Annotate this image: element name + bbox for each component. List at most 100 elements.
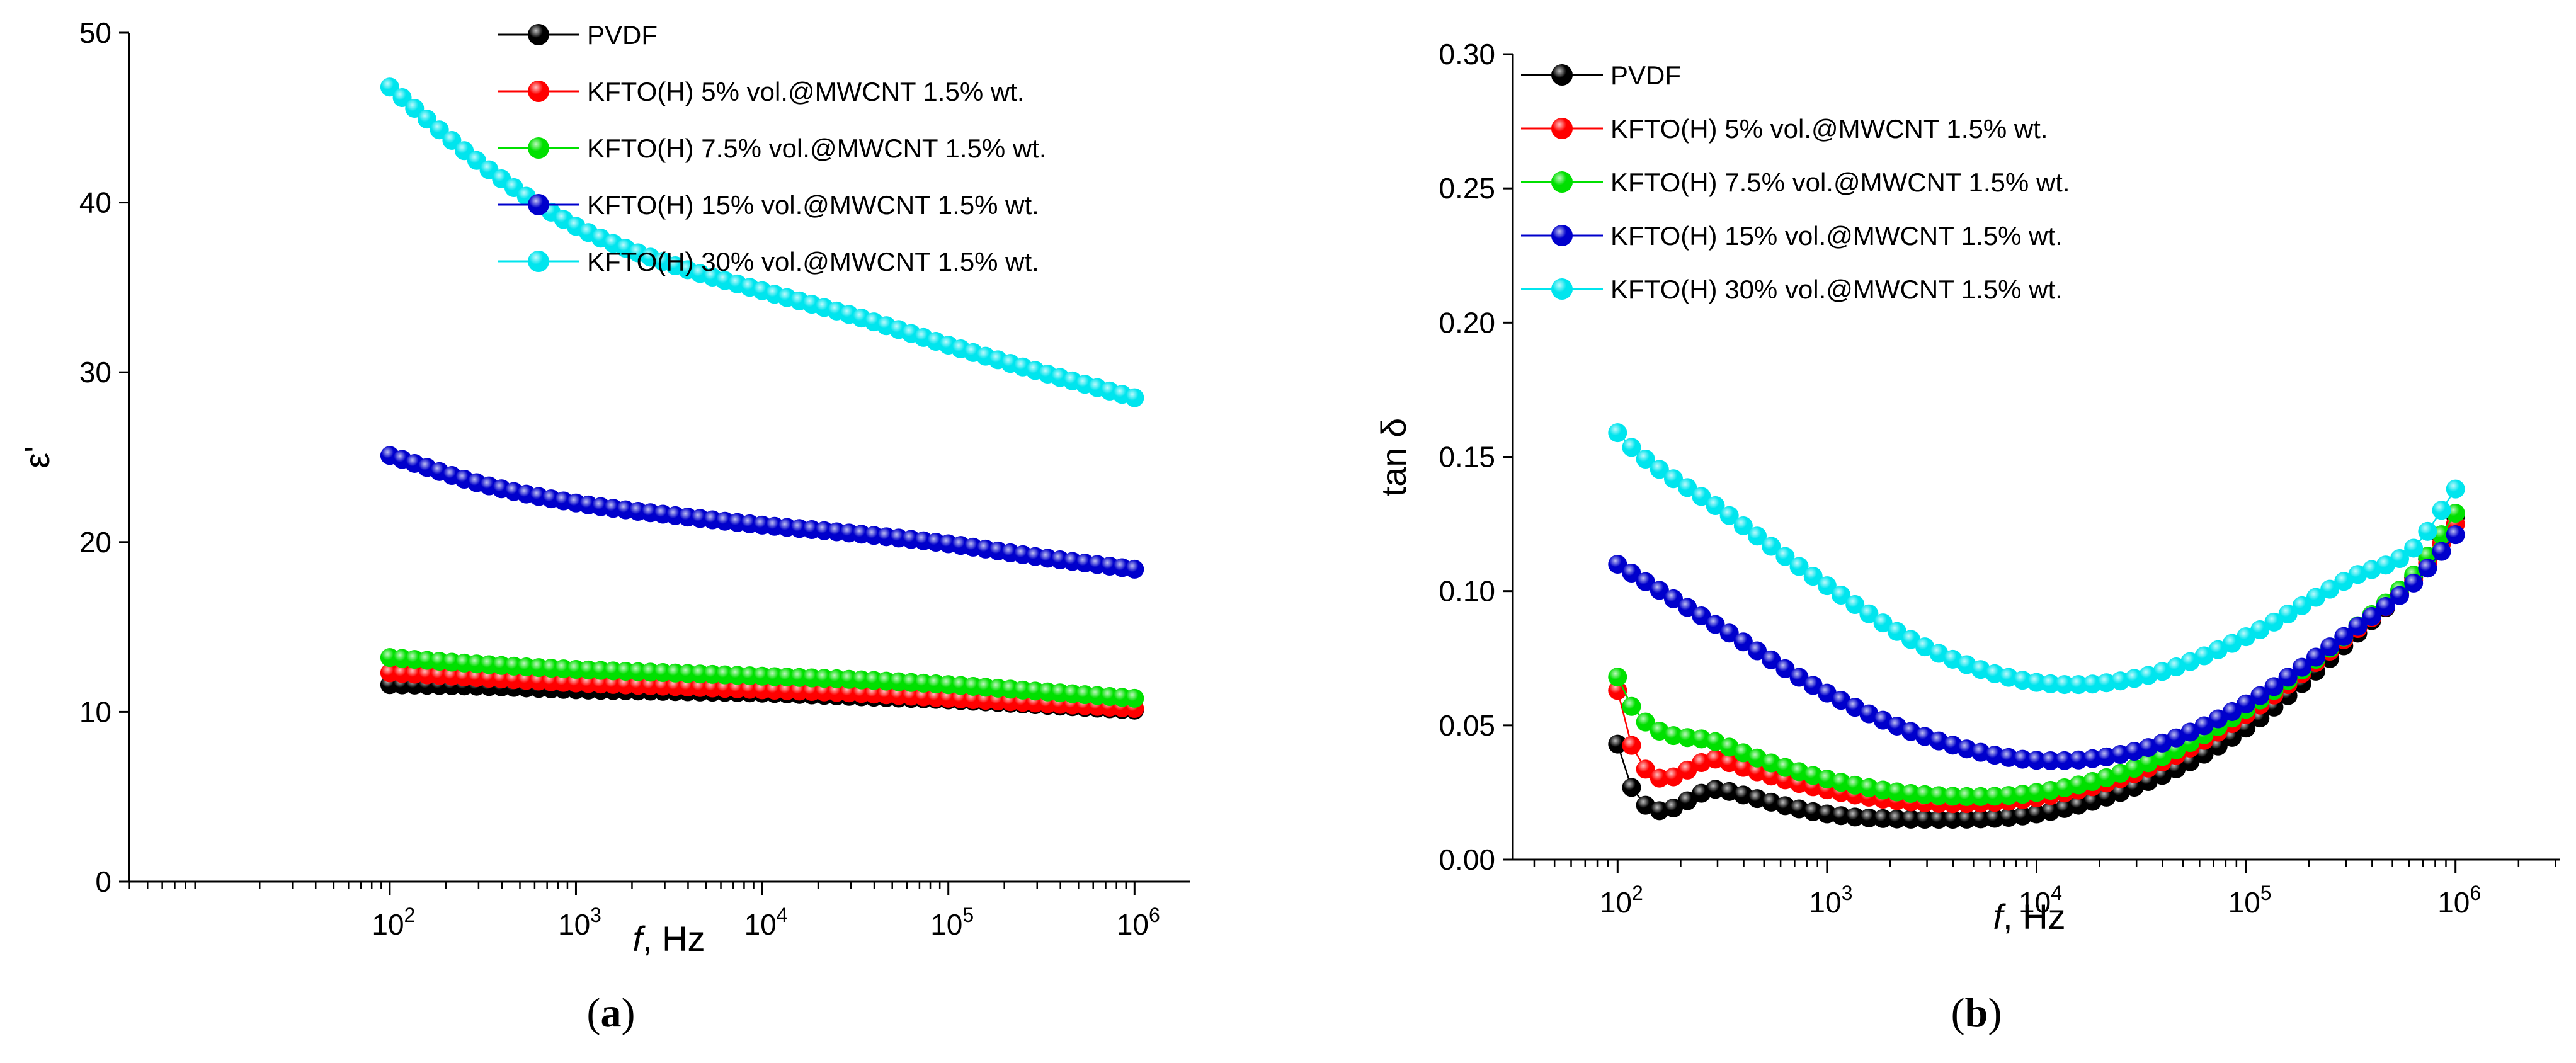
data-point [1803,567,1823,586]
x-tick-exponent: 2 [1632,882,1643,904]
data-point [1999,807,2019,827]
data-point [2264,612,2284,632]
data-point [2237,694,2256,713]
legend-marker-0 [1551,64,1573,86]
data-point [2069,750,2089,770]
x-axis-label-unit: , Hz [642,919,705,958]
data-point [2432,501,2451,520]
data-point [1608,423,1627,443]
data-point [2097,673,2116,693]
data-point [2237,627,2256,647]
data-point [2194,716,2214,736]
data-point [2153,747,2172,766]
data-point [1663,767,1683,787]
data-point [1622,438,1641,457]
data-point [2208,709,2228,729]
x-axis-label-unit: , Hz [2003,897,2066,936]
x-tick-base: 10 [744,908,777,941]
x-tick-label: 102 [372,904,415,941]
y-tick-label: 50 [79,16,111,49]
y-tick-label: 40 [79,186,111,219]
y-axis-label: tan δ [1374,418,1413,497]
x-tick-exponent: 5 [2260,882,2272,904]
x-tick-exponent: 2 [404,904,416,926]
data-point [1678,791,1697,810]
data-point [1636,450,1655,469]
data-point [2292,596,2311,615]
x-tick-base: 10 [1809,886,1841,919]
data-point [1832,806,1851,826]
x-tick-base: 10 [2228,886,2260,919]
data-point [1706,496,1725,515]
x-tick-label: 104 [744,904,788,941]
x-tick-base: 10 [558,908,590,941]
x-tick-exponent: 6 [1149,904,1160,926]
legend-marker-0 [528,24,549,45]
data-point [2334,627,2354,646]
legend-entry-1: KFTO(H) 5% vol.@MWCNT 1.5% wt. [587,77,1025,106]
data-point [2306,647,2325,667]
data-point [1929,810,1949,829]
data-point [2055,751,2074,770]
data-point [2278,605,2298,624]
data-point [1748,641,1767,661]
data-point [2390,586,2410,605]
legend-entry-1: KFTO(H) 5% vol.@MWCNT 1.5% wt. [1610,114,2048,144]
data-point [2013,806,2032,826]
data-point [2083,749,2102,768]
data-point [1762,650,1781,669]
data-point [1692,487,1711,506]
data-point [380,77,399,97]
legend-entry-2: KFTO(H) 7.5% vol.@MWCNT 1.5% wt. [587,134,1047,163]
legend-marker-1 [528,81,549,102]
data-point [2069,675,2089,695]
data-point [417,110,436,129]
x-tick-base: 10 [930,908,962,941]
x-tick-base: 10 [1600,886,1632,919]
data-point [1125,688,1144,708]
x-tick-label: 105 [2228,882,2272,919]
x-tick-exponent: 3 [590,904,601,926]
data-point [1636,759,1655,779]
data-point [1832,586,1851,605]
data-point [1887,622,1906,641]
data-point [2013,785,2032,804]
data-point [2097,747,2116,766]
x-tick-exponent: 6 [2470,882,2481,904]
data-point [1733,632,1753,652]
data-point [2083,674,2102,694]
y-tick-label: 0 [95,865,111,898]
data-point [2041,674,2060,693]
data-point [1985,746,2004,765]
data-point [2390,549,2410,568]
data-point [2418,521,2437,541]
data-point [2222,702,2242,721]
data-point [1678,598,1697,617]
data-point [1608,734,1627,754]
data-point [1943,787,1963,806]
data-point [1873,809,1893,828]
data-point [1608,668,1627,687]
x-tick-label: 102 [1600,882,1643,919]
data-point [1859,604,1879,623]
data-point [1803,676,1823,695]
data-point [1957,809,1976,829]
y-tick-label: 20 [79,526,111,559]
data-point [2404,573,2424,593]
data-point [1817,804,1837,824]
data-point [2013,671,2032,690]
data-point [2446,525,2465,545]
data-point [1678,478,1697,497]
data-point [1789,668,1809,687]
data-point [1901,783,1920,803]
data-point [2041,751,2060,770]
data-point [1957,787,1976,806]
data-point [1845,807,1865,827]
data-point [1650,768,1669,788]
data-point [2027,783,2046,802]
data-point [1943,810,1963,829]
x-tick-base: 10 [2019,886,2051,919]
data-point [2404,538,2424,558]
data-point [1733,516,1753,535]
